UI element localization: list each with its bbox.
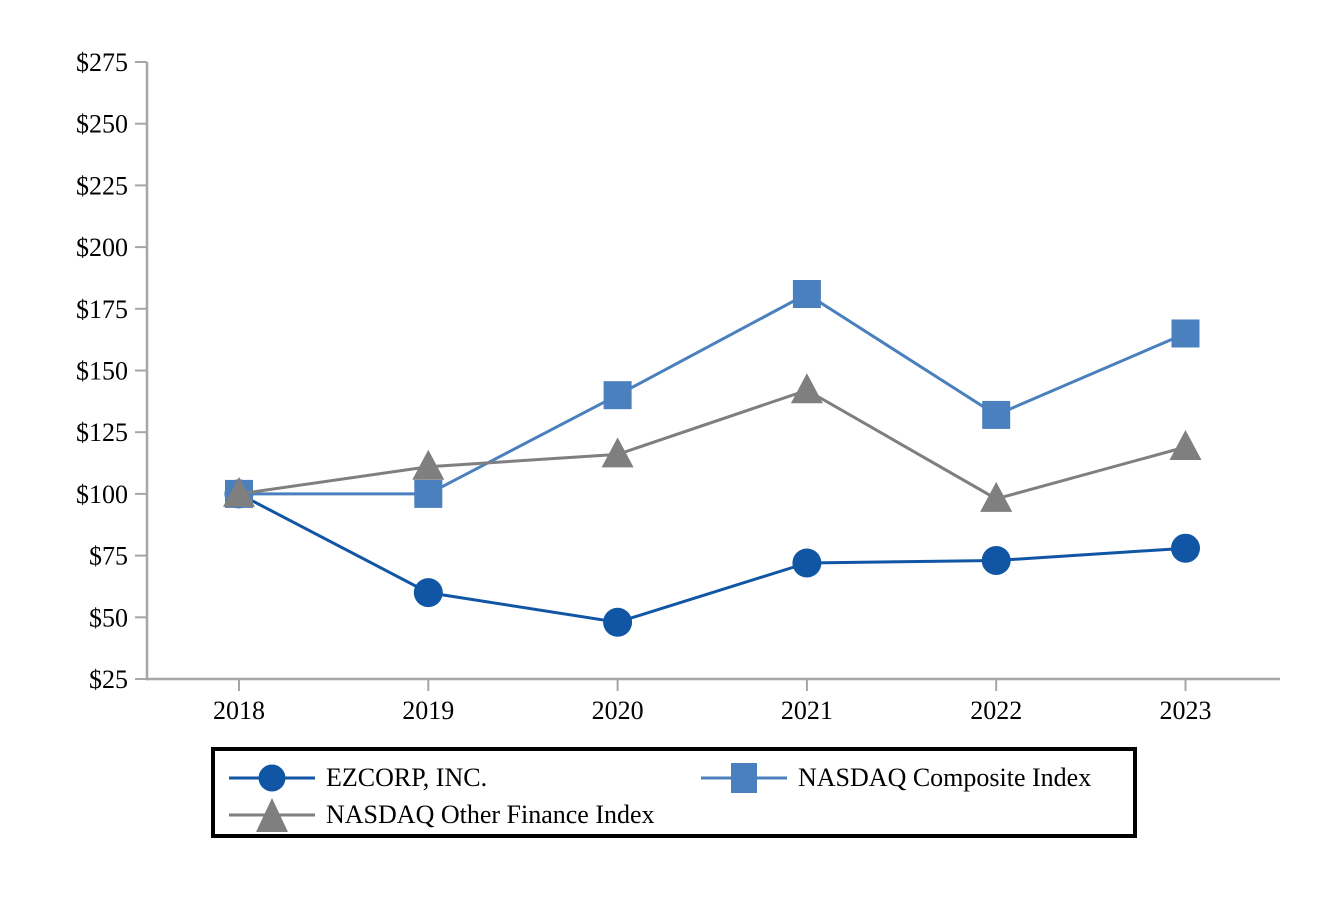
- circle-marker: [981, 546, 1011, 576]
- axes: [145, 62, 1280, 681]
- legend-item-nasdaq-composite: NASDAQ Composite Index: [701, 758, 1091, 798]
- legend-label-ezcorp: EZCORP, INC.: [326, 763, 488, 792]
- circle-marker: [1171, 533, 1200, 563]
- triangle-marker: [980, 481, 1013, 512]
- triangle-marker: [790, 373, 823, 404]
- triangle-marker-icon: [229, 798, 315, 832]
- legend-label-nasdaq-composite: NASDAQ Composite Index: [798, 763, 1092, 792]
- x-tick-label: 2020: [592, 696, 644, 725]
- y-tick-label: $225: [76, 171, 128, 200]
- triangle-marker: [223, 476, 255, 507]
- y-tick-label: $200: [76, 233, 128, 262]
- square-marker: [1171, 319, 1200, 348]
- series-nasdaq-other-finance-index: [223, 373, 1202, 512]
- triangle-marker: [412, 449, 445, 480]
- square-marker: [792, 279, 821, 308]
- square-marker-icon: [701, 763, 787, 793]
- x-tick-label: 2019: [402, 696, 454, 725]
- legend-label-nasdaq-other-finance: NASDAQ Other Finance Index: [326, 800, 655, 829]
- y-tick-label: $275: [76, 48, 128, 77]
- circle-marker: [413, 578, 443, 608]
- y-tick-label: $125: [76, 418, 128, 447]
- series-line-nasdaq-composite-index: [239, 292, 1187, 496]
- square-marker: [414, 479, 443, 508]
- triangle-marker: [601, 437, 634, 468]
- series-line-nasdaq-other-finance-index: [238, 388, 1186, 501]
- legend-item-nasdaq-other-finance: NASDAQ Other Finance Index: [229, 795, 655, 835]
- y-tick-label: $75: [89, 542, 128, 571]
- y-tick-label: $100: [76, 480, 128, 509]
- legend-item-ezcorp: EZCORP, INC.: [229, 758, 487, 798]
- triangle-marker: [1169, 430, 1202, 461]
- y-tick-label: $175: [76, 295, 128, 324]
- square-marker: [603, 381, 632, 410]
- legend: EZCORP, INC. NASDAQ Composite Index NASD…: [211, 747, 1137, 838]
- circle-marker: [792, 548, 822, 578]
- y-tick-label: $50: [89, 603, 128, 632]
- x-tick-label: 2021: [781, 696, 833, 725]
- y-tick-label: $150: [76, 357, 128, 386]
- circle-marker-icon: [229, 764, 315, 792]
- square-marker: [982, 400, 1011, 429]
- series-ezcorp-inc: [224, 479, 1200, 637]
- x-tick-label: 2023: [1160, 696, 1212, 725]
- x-tick-label: 2018: [213, 696, 265, 725]
- y-tick-label: $250: [76, 110, 128, 139]
- series-line-ezcorp-inc: [238, 492, 1186, 624]
- circle-marker: [603, 607, 633, 637]
- performance-chart: $275 $250 $225 $200 $175 $150 $125 $100 $75 $50 $2…: [76, 48, 1280, 725]
- y-tick-label: $25: [89, 665, 128, 694]
- x-tick-label: 2022: [970, 696, 1022, 725]
